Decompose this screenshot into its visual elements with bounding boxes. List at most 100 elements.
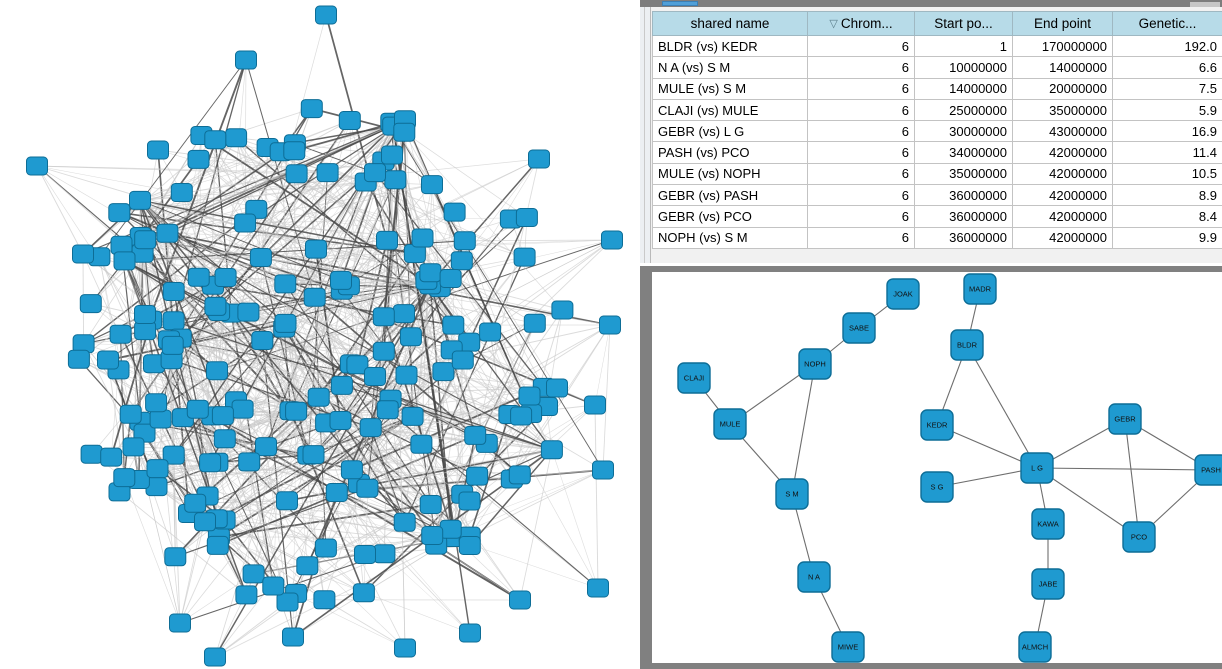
main-network-node[interactable] xyxy=(100,447,123,467)
main-network-node[interactable] xyxy=(528,149,550,169)
cell-chromosome[interactable]: 6 xyxy=(807,98,915,122)
column-header-shared-name[interactable]: shared name xyxy=(652,11,808,36)
main-network-edge[interactable] xyxy=(246,285,350,595)
main-network-edge[interactable] xyxy=(139,199,342,281)
cell-end_point[interactable]: 20000000 xyxy=(1012,77,1113,100)
main-network-node[interactable] xyxy=(169,613,191,633)
main-network-edge[interactable] xyxy=(173,320,553,451)
main-network-edge[interactable] xyxy=(464,239,613,242)
main-network-node[interactable] xyxy=(551,300,574,320)
cell-genetic[interactable]: 5.9 xyxy=(1112,98,1222,122)
main-network-edge[interactable] xyxy=(110,319,152,458)
main-network-node[interactable] xyxy=(330,270,352,290)
main-network-node[interactable] xyxy=(108,203,131,223)
table-row[interactable]: BLDR (vs) KEDR 6 1 170000000 192.0 xyxy=(652,34,1222,58)
main-network-graph[interactable] xyxy=(0,0,640,669)
main-network-node[interactable] xyxy=(364,367,386,386)
main-network-node[interactable] xyxy=(546,378,568,398)
main-network-edge[interactable] xyxy=(248,280,342,463)
main-network-edge[interactable] xyxy=(594,324,611,406)
cell-genetic[interactable]: 192.0 xyxy=(1112,34,1222,58)
main-network-edge[interactable] xyxy=(249,395,530,463)
main-network-node[interactable] xyxy=(329,411,352,430)
main-network-edge[interactable] xyxy=(173,291,199,410)
main-network-edge[interactable] xyxy=(172,345,552,451)
main-network-node[interactable] xyxy=(432,362,455,382)
sub-network-node[interactable]: JABE xyxy=(1031,568,1065,600)
main-network-edge[interactable] xyxy=(404,131,563,311)
sub-network-node[interactable]: CLAJI xyxy=(677,362,711,394)
main-network-edge[interactable] xyxy=(370,427,455,538)
main-network-edge[interactable] xyxy=(214,601,288,658)
main-network-node[interactable] xyxy=(187,267,210,287)
table-row[interactable]: MULE (vs) NOPH 6 35000000 42000000 10.5 xyxy=(652,162,1222,186)
main-network-edge[interactable] xyxy=(139,200,521,476)
main-network-node[interactable] xyxy=(26,156,48,176)
sub-network-node[interactable]: NOPH xyxy=(798,348,832,380)
main-network-node[interactable] xyxy=(359,418,382,438)
main-network-node[interactable] xyxy=(352,583,375,603)
main-network-node[interactable] xyxy=(145,393,168,413)
main-network-node[interactable] xyxy=(599,315,621,335)
main-network-edge[interactable] xyxy=(341,290,407,376)
main-network-node[interactable] xyxy=(439,519,462,539)
main-network-node[interactable] xyxy=(316,163,339,183)
cell-end_point[interactable]: 14000000 xyxy=(1012,56,1113,79)
cell-shared_name[interactable]: GEBR (vs) PCO xyxy=(652,205,808,228)
sub-network-canvas[interactable]: JOAK MADR SABE BLDR NOPH CLAJI GEBR KEDR MULE L G… xyxy=(652,272,1222,663)
main-network-edge[interactable] xyxy=(374,172,532,414)
main-network-edge[interactable] xyxy=(139,199,563,311)
main-network-edge[interactable] xyxy=(139,200,452,530)
sub-network-edge[interactable] xyxy=(1036,467,1140,538)
cell-end_point[interactable]: 42000000 xyxy=(1012,226,1113,249)
main-network-node[interactable] xyxy=(129,190,151,210)
main-network-node[interactable] xyxy=(162,445,185,465)
main-network-edge[interactable] xyxy=(212,285,218,519)
main-network-node[interactable] xyxy=(170,183,193,202)
main-network-edge[interactable] xyxy=(155,125,394,403)
main-network-edge[interactable] xyxy=(406,374,455,538)
main-network-node[interactable] xyxy=(303,287,326,307)
sub-network-node[interactable]: JOAK xyxy=(886,278,920,310)
cell-chromosome[interactable]: 6 xyxy=(807,184,915,207)
cell-start_point[interactable]: 10000000 xyxy=(914,56,1013,79)
main-network-node[interactable] xyxy=(458,491,481,511)
cell-start_point[interactable]: 36000000 xyxy=(914,205,1013,228)
cell-shared_name[interactable]: GEBR (vs) L G xyxy=(652,120,808,143)
main-network-node[interactable] xyxy=(79,294,102,314)
main-network-node[interactable] xyxy=(384,170,407,190)
main-network-node[interactable] xyxy=(67,349,90,369)
main-network-edge[interactable] xyxy=(382,316,456,538)
main-network-edge[interactable] xyxy=(324,599,406,649)
table-row[interactable]: CLAJI (vs) MULE 6 25000000 35000000 5.9 xyxy=(652,98,1222,122)
cell-genetic[interactable]: 6.6 xyxy=(1112,56,1222,79)
main-network-node[interactable] xyxy=(393,122,416,142)
cell-start_point[interactable]: 36000000 xyxy=(914,184,1013,207)
main-network-edge[interactable] xyxy=(171,359,471,634)
cell-shared_name[interactable]: MULE (vs) NOPH xyxy=(652,162,808,186)
main-network-node[interactable] xyxy=(194,512,216,532)
cell-genetic[interactable]: 7.5 xyxy=(1112,77,1222,100)
main-network-edge[interactable] xyxy=(225,277,455,538)
main-network-node[interactable] xyxy=(262,576,285,596)
main-network-node[interactable] xyxy=(393,304,415,324)
main-network-edge[interactable] xyxy=(218,449,552,538)
main-network-node[interactable] xyxy=(113,251,136,271)
main-network-edge[interactable] xyxy=(218,536,471,634)
main-network-edge[interactable] xyxy=(253,537,455,575)
main-network-edge[interactable] xyxy=(435,544,521,601)
sub-network-node[interactable]: SABE xyxy=(842,312,876,344)
sub-network-edge[interactable] xyxy=(1036,467,1212,471)
main-network-node[interactable] xyxy=(338,111,361,130)
cell-genetic[interactable]: 11.4 xyxy=(1112,141,1222,164)
main-network-edge[interactable] xyxy=(36,165,84,255)
main-network-node[interactable] xyxy=(592,460,614,480)
main-network-node[interactable] xyxy=(122,437,145,457)
main-network-edge[interactable] xyxy=(453,342,470,538)
main-network-edge[interactable] xyxy=(120,154,393,335)
main-network-edge[interactable] xyxy=(172,59,247,321)
main-network-edge[interactable] xyxy=(140,236,196,504)
main-network-node[interactable] xyxy=(146,459,169,479)
main-network-edge[interactable] xyxy=(82,199,141,255)
main-network-edge[interactable] xyxy=(404,119,412,337)
